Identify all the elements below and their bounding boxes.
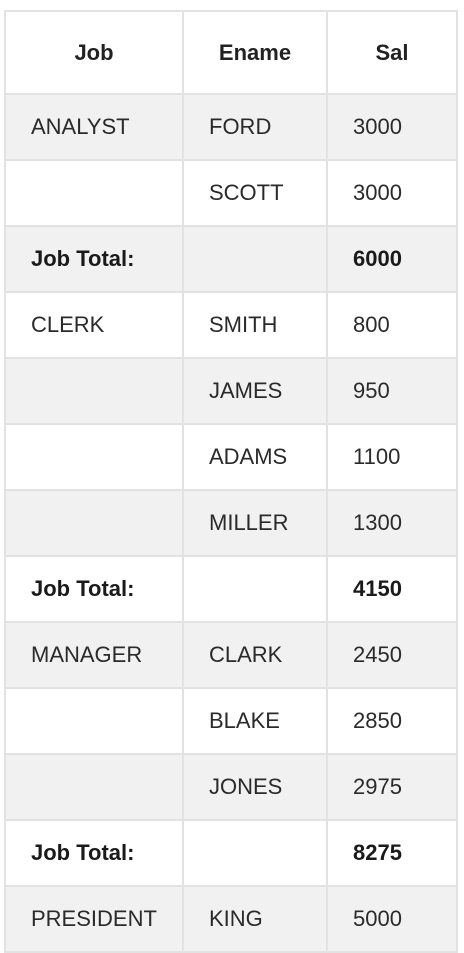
cell-sal: 800 [326,291,458,359]
cell-ename: BLAKE [182,687,328,755]
cell-ename [182,225,328,293]
cell-ename: ADAMS [182,423,328,491]
total-label: Job Total: [4,555,184,623]
job-total-row: Job Total: 8275 [4,819,458,887]
cell-ename: FORD [182,93,328,161]
cell-sal: 3000 [326,159,458,227]
cell-job [4,423,184,491]
cell-sal: 2850 [326,687,458,755]
cell-sal: 1300 [326,489,458,557]
cell-job: CLERK [4,291,184,359]
table-row: MANAGER CLARK 2450 [4,621,458,689]
table-row: ANALYST FORD 3000 [4,93,458,161]
cell-ename [182,819,328,887]
table-row: MILLER 1300 [4,489,458,557]
cell-ename: SCOTT [182,159,328,227]
cell-ename: JONES [182,753,328,821]
cell-job: ANALYST [4,93,184,161]
table-body: ANALYST FORD 3000 SCOTT 3000 Job Total: … [4,93,458,953]
job-total-row: Job Total: 6000 [4,225,458,293]
cell-sal: 2975 [326,753,458,821]
cell-job [4,489,184,557]
cell-sal: 3000 [326,93,458,161]
cell-ename: JAMES [182,357,328,425]
total-value: 4150 [326,555,458,623]
job-total-row: Job Total: 4150 [4,555,458,623]
salary-report-table: Job Ename Sal ANALYST FORD 3000 SCOTT 30… [4,10,458,953]
cell-job [4,357,184,425]
table-header: Job Ename Sal [4,10,458,95]
total-value: 8275 [326,819,458,887]
cell-ename [182,555,328,623]
cell-sal: 950 [326,357,458,425]
cell-job [4,753,184,821]
table-row: PRESIDENT KING 5000 [4,885,458,953]
table-row: JONES 2975 [4,753,458,821]
total-label: Job Total: [4,225,184,293]
cell-ename: SMITH [182,291,328,359]
total-value: 6000 [326,225,458,293]
table-row: JAMES 950 [4,357,458,425]
cell-job [4,159,184,227]
cell-job [4,687,184,755]
cell-job: MANAGER [4,621,184,689]
column-header-job: Job [4,10,184,95]
column-header-sal: Sal [326,10,458,95]
column-header-ename: Ename [182,10,328,95]
table-row: BLAKE 2850 [4,687,458,755]
table-row: CLERK SMITH 800 [4,291,458,359]
cell-job: PRESIDENT [4,885,184,953]
report-table-container: Job Ename Sal ANALYST FORD 3000 SCOTT 30… [4,10,458,953]
total-label: Job Total: [4,819,184,887]
cell-sal: 5000 [326,885,458,953]
cell-sal: 2450 [326,621,458,689]
table-row: ADAMS 1100 [4,423,458,491]
cell-ename: CLARK [182,621,328,689]
cell-ename: KING [182,885,328,953]
cell-sal: 1100 [326,423,458,491]
header-row: Job Ename Sal [4,10,458,95]
cell-ename: MILLER [182,489,328,557]
table-row: SCOTT 3000 [4,159,458,227]
